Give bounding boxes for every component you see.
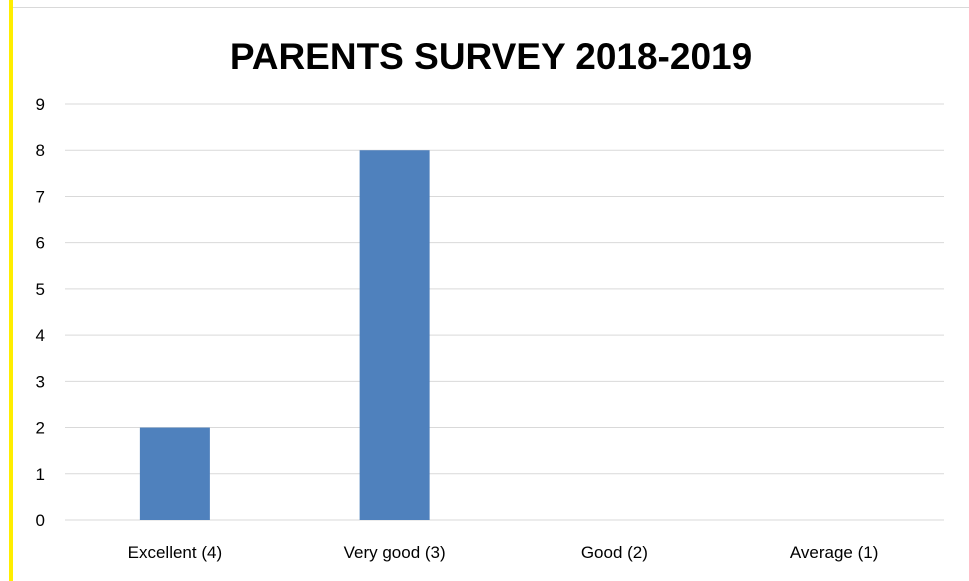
y-tick-label: 6 [36, 234, 45, 253]
bars [139, 150, 430, 520]
bar-1 [359, 150, 430, 520]
left-accent-bar [9, 0, 13, 581]
y-tick-label: 1 [36, 465, 45, 484]
x-category-label: Very good (3) [344, 543, 446, 562]
x-category-label: Average (1) [790, 543, 879, 562]
y-tick-label: 5 [36, 280, 45, 299]
bar-0 [139, 427, 210, 520]
y-axis-ticks: 0 1 2 3 4 5 6 7 8 9 [36, 95, 45, 530]
top-border-line [13, 7, 969, 8]
y-tick-label: 8 [36, 141, 45, 160]
chart-title: PARENTS SURVEY 2018-2019 [229, 36, 753, 77]
x-axis-labels: Excellent (4) Very good (3) Good (2) Averag… [128, 543, 879, 562]
y-tick-label: 0 [36, 511, 45, 530]
y-tick-label: 7 [36, 187, 45, 206]
y-tick-label: 4 [36, 326, 45, 345]
x-category-label: Good (2) [581, 543, 648, 562]
y-tick-label: 2 [36, 419, 45, 438]
y-tick-label: 9 [36, 95, 45, 114]
gridlines [65, 103, 944, 521]
y-tick-label: 3 [36, 372, 45, 391]
x-category-label: Excellent (4) [128, 543, 222, 562]
